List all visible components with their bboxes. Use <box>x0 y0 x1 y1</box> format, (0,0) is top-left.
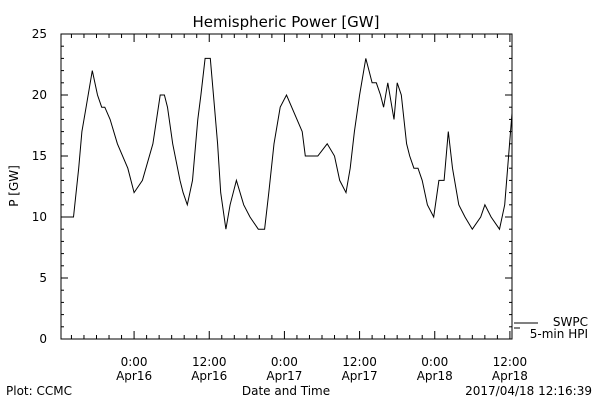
legend-entry-swpc: SWPC <box>553 315 588 329</box>
y-axis: 0 5 10 15 20 25 <box>32 27 512 346</box>
x-axis-label: Date and Time <box>242 384 330 398</box>
legend-entry-hpi: 5-min HPI <box>530 327 588 341</box>
y-tick-label: 15 <box>32 149 47 163</box>
footer-timestamp: 2017/04/18 12:16:39 <box>465 384 592 398</box>
y-tick-label: 25 <box>32 27 47 41</box>
footer-left: Plot: CCMC <box>6 384 72 398</box>
x-tick-label-time: 0:00 <box>121 355 148 369</box>
series-line-hpi <box>61 57 513 231</box>
x-tick-label-time: 12:00 <box>342 355 377 369</box>
x-tick-label-time: 12:00 <box>493 355 528 369</box>
x-tick-label-date: Apr17 <box>342 369 378 383</box>
x-tick-label-time: 0:00 <box>271 355 298 369</box>
plot-frame <box>60 33 513 340</box>
x-tick-label-time: 0:00 <box>421 355 448 369</box>
legend: SWPC 5-min HPI <box>514 315 588 341</box>
x-tick-label-date: Apr16 <box>191 369 227 383</box>
y-tick-label: 0 <box>39 332 47 346</box>
x-tick-label-date: Apr17 <box>266 369 302 383</box>
x-tick-label-date: Apr18 <box>417 369 453 383</box>
chart-title: Hemispheric Power [GW] <box>193 13 380 31</box>
y-axis-label: P [GW] <box>7 165 21 207</box>
y-tick-label: 10 <box>32 210 47 224</box>
x-tick-label-time: 12:00 <box>192 355 227 369</box>
y-tick-label: 5 <box>39 271 47 285</box>
x-axis: 0:00Apr1612:00Apr160:00Apr1712:00Apr170:… <box>70 34 528 383</box>
x-tick-label-date: Apr18 <box>492 369 528 383</box>
y-tick-label: 20 <box>32 88 47 102</box>
x-tick-label-date: Apr16 <box>116 369 152 383</box>
